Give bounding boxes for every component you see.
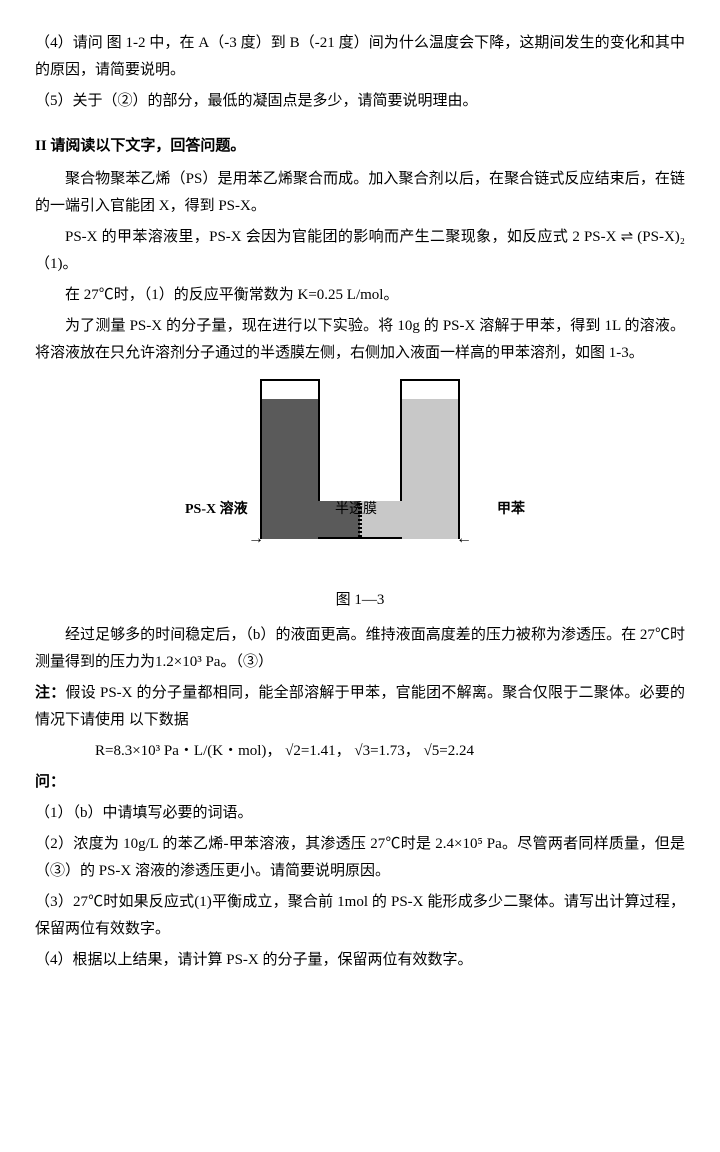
ask-label: 问： bbox=[35, 769, 685, 796]
figure-1-3: PS-X 溶液 → 半透膜 甲苯 ← 图 1—3 bbox=[35, 379, 685, 614]
paragraph-2: PS-X 的甲苯溶液里，PS-X 会因为官能团的影响而产生二聚现象，如反应式 2… bbox=[35, 224, 685, 278]
note-paragraph: 注：假设 PS-X 的分子量都相同，能全部溶解于甲苯，官能团不解离。聚合仅限于二… bbox=[35, 680, 685, 734]
figure-caption: 图 1—3 bbox=[336, 587, 385, 614]
u-tube-shape bbox=[260, 379, 460, 559]
u-tube-diagram: PS-X 溶液 → 半透膜 甲苯 ← bbox=[190, 379, 530, 579]
question-5: （5）关于（②）的部分，最低的凝固点是多少，请简要说明理由。 bbox=[35, 88, 685, 115]
note-text: 假设 PS-X 的分子量都相同，能全部溶解于甲苯，官能团不解离。聚合仅限于二聚体… bbox=[35, 685, 685, 728]
question-4: （4）请问 图 1-2 中，在 A（-3 度）到 B（-21 度）间为什么温度会… bbox=[35, 30, 685, 84]
sub-question-3: （3）27℃时如果反应式(1)平衡成立，聚合前 1mol 的 PS-X 能形成多… bbox=[35, 889, 685, 943]
paragraph-4: 为了测量 PS-X 的分子量，现在进行以下实验。将 10g 的 PS-X 溶解于… bbox=[35, 313, 685, 367]
paragraph-1: 聚合物聚苯乙烯（PS）是用苯乙烯聚合而成。加入聚合剂以后，在聚合链式反应结束后，… bbox=[35, 166, 685, 220]
label-ps-x-solution: PS-X 溶液 bbox=[185, 497, 248, 522]
note-label: 注： bbox=[35, 685, 66, 701]
formula-line: R=8.3×10³ Pa・L/(K・mol)， √2=1.41， √3=1.73… bbox=[35, 738, 685, 765]
sub-question-4: （4）根据以上结果，请计算 PS-X 的分子量，保留两位有效数字。 bbox=[35, 947, 685, 974]
paragraph-5: 经过足够多的时间稳定后，（b）的液面更高。维持液面高度差的压力被称为渗透压。在 … bbox=[35, 622, 685, 676]
paragraph-3: 在 27℃时，（1）的反应平衡常数为 K=0.25 L/mol。 bbox=[35, 282, 685, 309]
sub-question-2: （2）浓度为 10g/L 的苯乙烯-甲苯溶液，其渗透压 27℃时是 2.4×10… bbox=[35, 831, 685, 885]
ask-text: 问： bbox=[35, 774, 65, 790]
sub-question-1: （1）（b）中请填写必要的词语。 bbox=[35, 800, 685, 827]
label-toluene: 甲苯 bbox=[497, 497, 525, 522]
arrow-right-icon: ← bbox=[456, 525, 472, 554]
section-2-title: II 请阅读以下文字，回答问题。 bbox=[35, 133, 685, 160]
label-membrane: 半透膜 bbox=[335, 497, 377, 522]
